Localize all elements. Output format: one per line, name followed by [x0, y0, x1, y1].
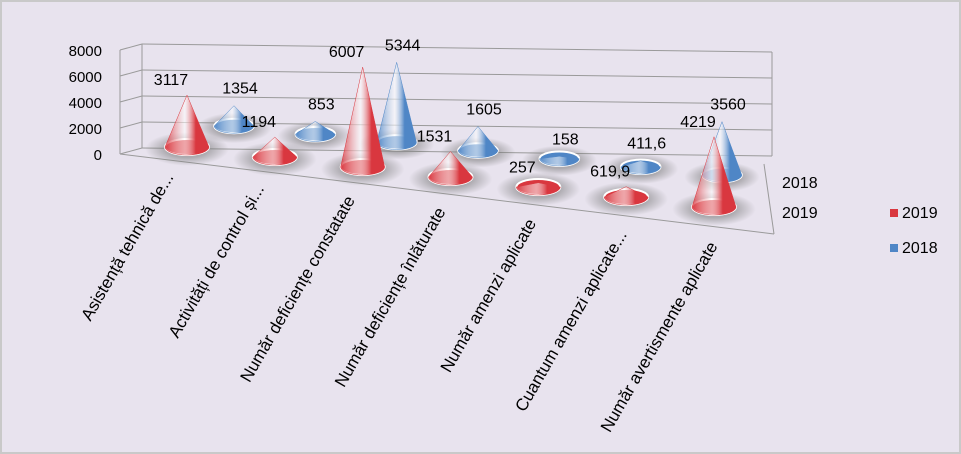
cone-2019-6 [691, 135, 737, 216]
y-axis-ticks: 0 2000 4000 6000 8000 [69, 43, 102, 164]
cone-2019-5 [603, 186, 649, 206]
y-tick-label: 4000 [69, 95, 102, 112]
y-tick-label: 2000 [69, 121, 102, 138]
legend-label-2019: 2019 [902, 205, 938, 222]
depth-axis-labels: 2018 2019 [782, 175, 818, 222]
cone-2018-5 [620, 160, 661, 175]
category-label: Cuantum amenzi aplicate... [511, 227, 630, 415]
y-tick-label: 8000 [69, 43, 102, 60]
data-label-2018-4: 158 [552, 131, 579, 148]
cone-2019-0 [164, 94, 210, 156]
category-label: Activități de control și... [165, 181, 268, 341]
cone-2019-2 [340, 66, 385, 176]
cone-2018-3 [457, 126, 499, 158]
data-label-2018-3: 1605 [466, 101, 502, 118]
data-label-2019-3: 1531 [417, 129, 453, 146]
depth-axis-line [763, 163, 775, 235]
data-label-2019-0: 3117 [154, 72, 189, 89]
data-label-2018-2: 5344 [385, 37, 421, 54]
data-label-2019-6: 4219 [680, 114, 716, 131]
data-labels: 1354 853 5344 1605 158 411,6 3560 3117 1194 6007 1… [154, 37, 746, 180]
legend-swatch-2019 [890, 209, 898, 217]
cone-2018-0 [213, 105, 255, 134]
depth-label: 2019 [782, 205, 818, 222]
cone-2018-2 [376, 62, 417, 150]
legend-label-2018: 2018 [902, 240, 938, 257]
category-label: Număr deficiențe constatate [237, 193, 359, 386]
category-label: Număr deficiențe înlăturate [331, 204, 450, 390]
gridline [141, 43, 773, 53]
gridline [141, 69, 773, 79]
category-label: Număr amenzi aplicate [437, 216, 540, 376]
category-label: Număr avertismente aplicate [597, 239, 722, 436]
gridline [141, 95, 773, 105]
gridline-side [119, 69, 143, 77]
data-label-2018-1: 853 [308, 96, 335, 113]
cone-2019-3 [428, 151, 473, 186]
cone-2018-1 [295, 121, 336, 142]
data-label-2019-2: 6007 [329, 44, 365, 61]
legend-swatch-2018 [890, 244, 898, 252]
cone-2019-4 [516, 182, 561, 196]
gridline-side [119, 43, 143, 51]
cone-2019-1 [252, 136, 298, 166]
cone-marks [164, 62, 743, 216]
data-label-2019-1: 1194 [242, 114, 277, 131]
gridline-side [119, 95, 143, 103]
gridline-side [119, 147, 143, 155]
data-label-2018-6: 3560 [710, 97, 746, 114]
data-label-2018-0: 1354 [222, 81, 258, 98]
y-tick-label: 0 [94, 147, 102, 164]
y-tick-label: 6000 [69, 69, 102, 86]
cone-2018-4 [539, 156, 580, 167]
data-label-2019-5: 619,9 [590, 164, 630, 181]
legend: 2019 2018 [890, 205, 938, 257]
category-label: Asistență tehnică de... [77, 170, 177, 324]
gridline-side [119, 121, 143, 129]
data-label-2019-4: 257 [509, 160, 536, 177]
data-label-2018-5: 411,6 [627, 136, 666, 153]
depth-label: 2018 [782, 175, 818, 192]
